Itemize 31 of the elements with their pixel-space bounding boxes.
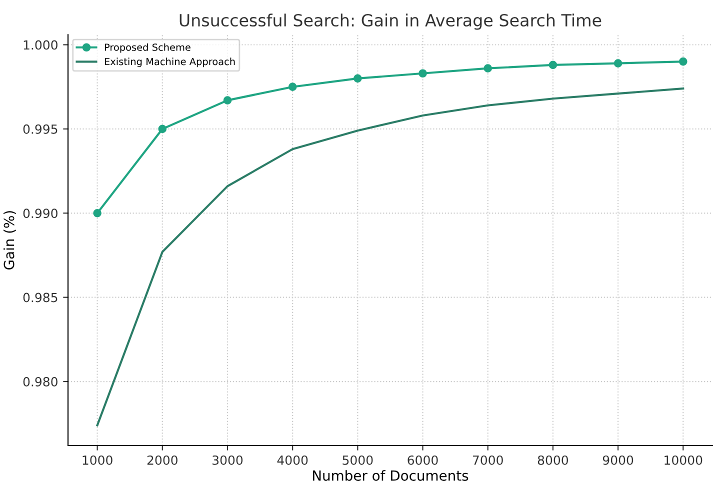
point — [548, 60, 558, 70]
x-tick-label: 1000 — [82, 455, 112, 465]
chart-title: Unsuccessful Search: Gain in Average Search Time — [180, 14, 602, 30]
point — [678, 57, 688, 66]
point — [418, 69, 427, 78]
x-tick-label: 8000 — [538, 455, 568, 465]
y-tick-label: 0.980 — [23, 376, 58, 386]
point — [354, 74, 362, 83]
x-tick-label: 6000 — [408, 455, 438, 465]
x-tick-label: 3000 — [212, 455, 243, 465]
point — [614, 59, 622, 68]
point — [288, 82, 297, 92]
x-tick-label: 10000 — [664, 455, 702, 465]
y-tick-label: 0.995 — [23, 124, 58, 134]
x-tick-label: 2000 — [147, 455, 178, 465]
y-tick-label: 0.990 — [23, 208, 58, 218]
y-tick-label: 1.000 — [24, 40, 58, 50]
line-series — [96, 87, 684, 426]
point — [223, 96, 232, 104]
x-tick-label: 7000 — [472, 455, 503, 465]
x-tick-label: 9000 — [602, 455, 634, 465]
legend-label: Existing Machine Approach — [104, 58, 235, 68]
x-tick-label: 5000 — [342, 455, 373, 465]
point — [93, 208, 102, 218]
x-tick-label: 4000 — [277, 455, 308, 465]
y-tick-label: 0.985 — [23, 292, 58, 302]
legend-label: Proposed Scheme — [104, 43, 190, 53]
x-axis-title: Number of Documents — [312, 470, 468, 481]
point — [158, 124, 167, 134]
y-axis-title: Gain (%) — [4, 211, 16, 270]
point — [484, 64, 492, 72]
